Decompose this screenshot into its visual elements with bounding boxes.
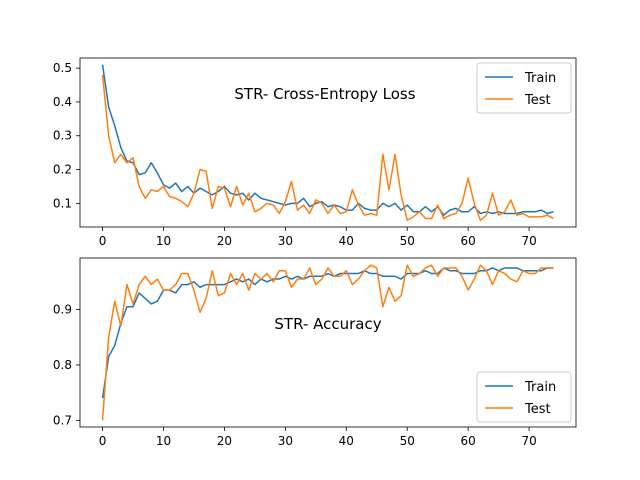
loss-y-tick-label: 0.5 — [53, 61, 72, 75]
accuracy-x-tick-label: 10 — [156, 434, 171, 448]
accuracy-x-tick-label: 60 — [461, 434, 476, 448]
loss-x-tick-label: 60 — [461, 234, 476, 248]
accuracy-y-tick-label: 0.7 — [53, 413, 72, 427]
loss-chart-panel: 0 10 20 30 40 50 60 70 0.1 0.2 0.3 0.4 0.5 STR- Cross… — [53, 57, 577, 248]
accuracy-x-tick-label: 20 — [217, 434, 232, 448]
accuracy-x-tick-label: 50 — [400, 434, 415, 448]
loss-x-tick-label: 20 — [217, 234, 232, 248]
accuracy-y-tick-label: 0.8 — [53, 358, 72, 372]
loss-series-test-line — [101, 74, 554, 221]
loss-legend: Train Test — [476, 62, 572, 114]
loss-series-train-line — [101, 64, 554, 216]
loss-chart-title: STR- Cross-Entropy Loss — [234, 85, 415, 103]
loss-x-tick-label: 50 — [400, 234, 415, 248]
accuracy-series-test-line — [101, 264, 554, 421]
accuracy-chart-panel: 0 10 20 30 40 50 60 70 0.7 0.8 0.9 STR- Accuracy Tra… — [53, 257, 577, 448]
loss-x-tick-label: 10 — [156, 234, 171, 248]
loss-axes-frame — [79, 57, 577, 228]
accuracy-x-tick-label: 70 — [521, 434, 536, 448]
loss-legend-label-train: Train — [524, 71, 556, 86]
accuracy-chart-title: STR- Accuracy — [274, 315, 381, 333]
accuracy-legend-box — [476, 371, 572, 423]
loss-y-tick-label: 0.1 — [53, 196, 72, 210]
loss-legend-box — [476, 62, 572, 114]
loss-x-tick-label: 0 — [99, 234, 107, 248]
accuracy-legend: Train Test — [476, 371, 572, 423]
accuracy-x-tick-label: 30 — [278, 434, 293, 448]
loss-x-tick-label: 30 — [278, 234, 293, 248]
loss-y-tick-label: 0.3 — [53, 129, 72, 143]
accuracy-legend-label-train: Train — [524, 380, 556, 395]
loss-y-tick-label: 0.4 — [53, 95, 72, 109]
accuracy-y-tick-label: 0.9 — [53, 303, 72, 317]
loss-legend-label-test: Test — [524, 93, 551, 108]
loss-x-tick-label: 40 — [339, 234, 354, 248]
accuracy-axes-frame — [79, 257, 577, 428]
loss-y-tick-label: 0.2 — [53, 163, 72, 177]
loss-x-tick-label: 70 — [521, 234, 536, 248]
accuracy-legend-label-test: Test — [524, 402, 551, 417]
accuracy-x-tick-label: 40 — [339, 434, 354, 448]
accuracy-x-tick-label: 0 — [99, 434, 107, 448]
